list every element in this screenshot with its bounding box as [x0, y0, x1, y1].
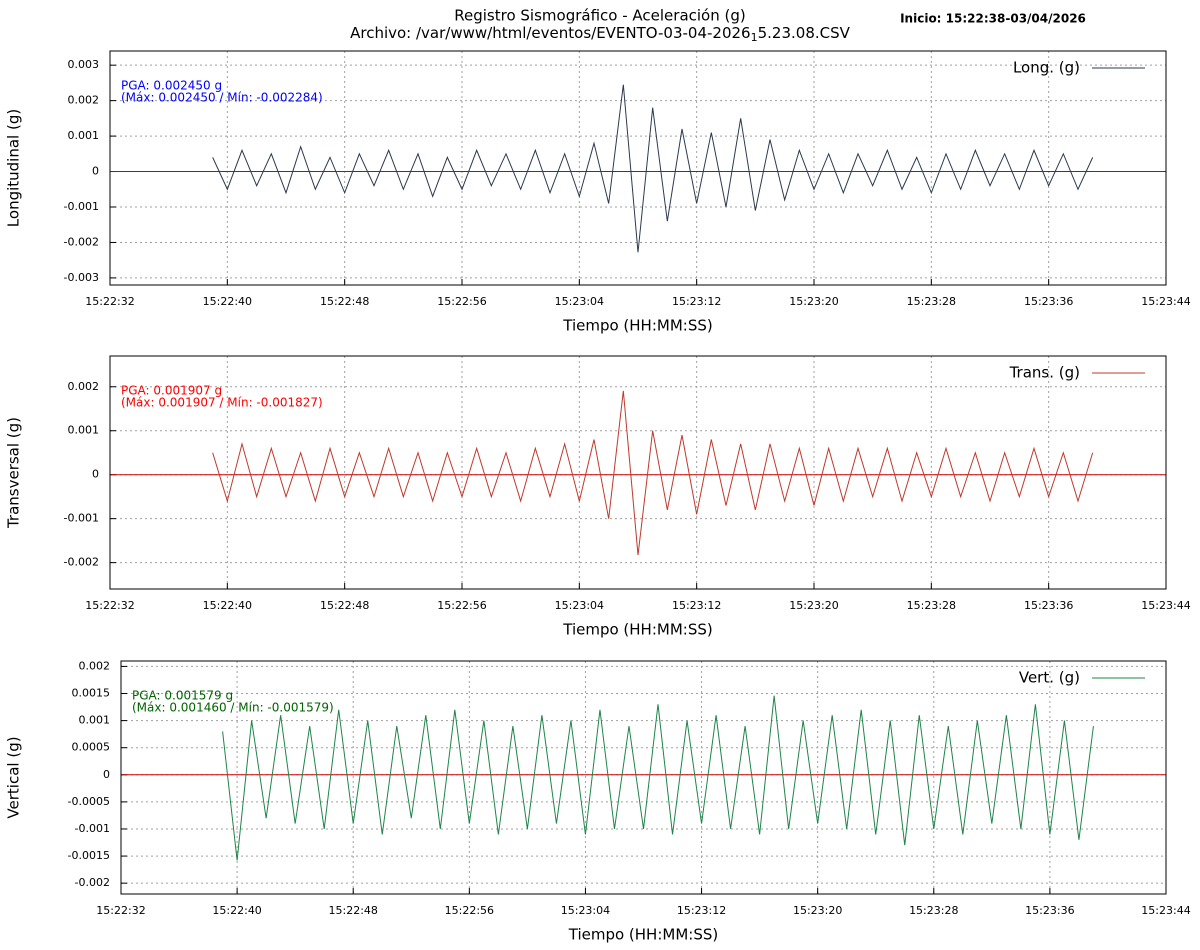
x-tick-label: 15:23:04 — [555, 295, 604, 308]
x-tick-label: 15:22:56 — [437, 295, 486, 308]
annotation: (Máx: 0.002450 / Mín: -0.002284) — [121, 91, 323, 105]
plot-border — [109, 355, 1167, 590]
x-tick-label: 15:22:56 — [437, 599, 486, 612]
y-tick-label: -0.001 — [75, 822, 110, 835]
x-axis-label: Tiempo (HH:MM:SS) — [562, 317, 712, 335]
y-tick-label: -0.002 — [64, 556, 99, 569]
x-tick-label: 15:22:40 — [212, 904, 261, 917]
x-tick-label: 15:22:32 — [96, 904, 145, 917]
x-tick-label: 15:22:48 — [329, 904, 378, 917]
trace — [212, 390, 1094, 556]
x-tick-label: 15:23:12 — [672, 295, 721, 308]
subtitle-subscript: 1 — [751, 31, 758, 44]
x-tick-label: 15:23:36 — [1024, 295, 1073, 308]
x-axis-label: Tiempo (HH:MM:SS) — [562, 621, 712, 639]
x-tick-label: 15:23:12 — [672, 599, 721, 612]
y-tick-label: 0.0015 — [72, 687, 111, 700]
annotation: (Máx: 0.001460 / Mín: -0.001579) — [132, 701, 334, 715]
y-tick-label: 0.001 — [68, 424, 100, 437]
y-tick-label: -0.003 — [64, 271, 99, 284]
start-time: Inicio: 15:22:38-03/04/2026 — [900, 12, 1086, 26]
x-tick-label: 15:23:20 — [793, 904, 842, 917]
x-tick-label: 15:22:32 — [85, 599, 134, 612]
y-tick-label: -0.001 — [64, 200, 99, 213]
x-tick-label: 15:23:44 — [1141, 599, 1190, 612]
chart-title: Registro Sismográfico - Aceleración (g) — [454, 7, 745, 25]
x-axis-label: Tiempo (HH:MM:SS) — [568, 926, 718, 944]
y-tick-label: 0.001 — [68, 129, 100, 142]
x-tick-label: 15:23:04 — [555, 599, 604, 612]
x-tick-label: 15:23:12 — [677, 904, 726, 917]
x-tick-label: 15:22:48 — [320, 599, 369, 612]
x-tick-label: 15:22:40 — [203, 295, 252, 308]
subtitle-end: 5.23.08.CSV — [758, 24, 851, 42]
y-tick-label: -0.0005 — [68, 795, 110, 808]
y-tick-label: -0.002 — [75, 876, 110, 889]
legend-label: Long. (g) — [1013, 59, 1080, 77]
x-tick-label: 15:23:04 — [561, 904, 610, 917]
x-tick-label: 15:22:32 — [85, 295, 134, 308]
plot-border — [109, 50, 1167, 286]
y-tick-label: -0.001 — [64, 512, 99, 525]
y-tick-label: -0.0015 — [68, 849, 110, 862]
y-tick-label: 0.001 — [79, 714, 111, 727]
x-tick-label: 15:22:48 — [320, 295, 369, 308]
annotation: (Máx: 0.001907 / Mín: -0.001827) — [121, 396, 323, 410]
y-tick-label: 0 — [103, 768, 110, 781]
y-tick-label: 0 — [92, 468, 99, 481]
annotation: PGA: 0.002450 g — [121, 79, 222, 93]
x-tick-label: 15:23:44 — [1141, 295, 1190, 308]
y-tick-label: 0.002 — [68, 380, 100, 393]
x-tick-label: 15:23:44 — [1141, 904, 1190, 917]
x-tick-label: 15:23:36 — [1025, 904, 1074, 917]
legend-label: Vert. (g) — [1019, 669, 1080, 687]
y-tick-label: 0.002 — [68, 94, 100, 107]
y-tick-label: 0.003 — [68, 58, 100, 71]
x-tick-label: 15:23:36 — [1024, 599, 1073, 612]
trace — [212, 84, 1094, 253]
x-tick-label: 15:23:20 — [789, 599, 838, 612]
x-tick-label: 15:23:28 — [909, 904, 958, 917]
y-axis-label: Vertical (g) — [5, 736, 23, 818]
subtitle-text: Archivo: /var/www/html/eventos/EVENTO-03… — [350, 24, 751, 42]
x-tick-label: 15:23:28 — [907, 295, 956, 308]
annotation: PGA: 0.001907 g — [121, 384, 222, 398]
y-tick-label: 0.002 — [79, 659, 111, 672]
chart-subtitle: Archivo: /var/www/html/eventos/EVENTO-03… — [350, 24, 851, 45]
x-tick-label: 15:23:28 — [907, 599, 956, 612]
legend-label: Trans. (g) — [1009, 364, 1080, 382]
y-axis-label: Transversal (g) — [5, 417, 23, 529]
y-tick-label: 0 — [92, 165, 99, 178]
x-tick-label: 15:23:20 — [789, 295, 838, 308]
x-tick-label: 15:22:40 — [203, 599, 252, 612]
annotation: PGA: 0.001579 g — [132, 689, 233, 703]
plot-border — [120, 660, 1167, 895]
x-tick-label: 15:22:56 — [445, 904, 494, 917]
y-axis-label: Longitudinal (g) — [5, 109, 23, 227]
y-tick-label: -0.002 — [64, 235, 99, 248]
trace — [222, 695, 1094, 861]
y-tick-label: 0.0005 — [72, 741, 111, 754]
